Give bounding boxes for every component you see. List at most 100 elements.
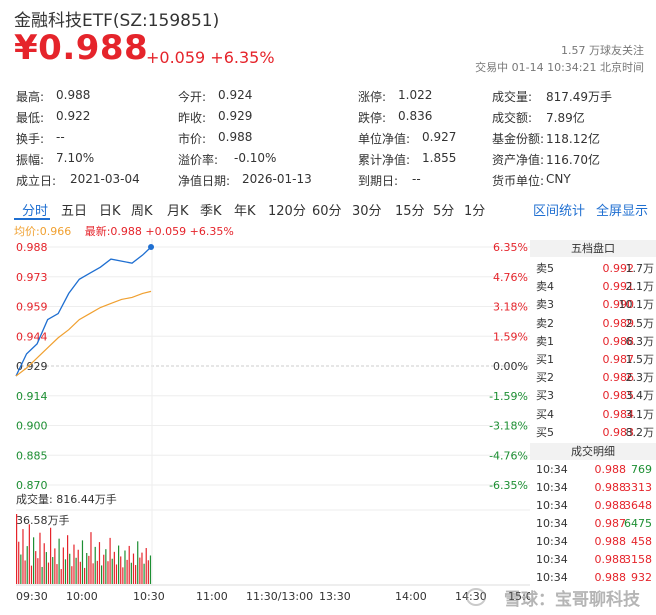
quote-value: -- (56, 130, 65, 144)
quote-label: 到期日: (358, 174, 399, 188)
stock-title: 金融科技ETF(SZ:159851) (14, 11, 220, 31)
y-tick-right: 6.35% (493, 241, 528, 254)
volume-bar (147, 560, 149, 584)
tab-0[interactable]: 分时 (22, 204, 49, 219)
volume-bar (69, 553, 71, 584)
x-tick-label: 13:30 (319, 590, 351, 603)
snowball-logo-icon (466, 588, 486, 606)
tab-6[interactable]: 年K (234, 204, 256, 219)
volume-bar (77, 549, 79, 584)
quote-label: 资产净值: (492, 153, 545, 167)
quote-value: 116.70亿 (546, 153, 600, 167)
volume-bar (132, 553, 135, 584)
volume-bar (22, 529, 24, 584)
volume-bar (128, 545, 130, 584)
tab-3[interactable]: 周K (131, 204, 153, 219)
order-qty: 8.2万 (625, 425, 655, 439)
volume-bar (39, 532, 41, 584)
order-qty: 10.1万 (618, 298, 655, 312)
order-price: 0.985 (602, 389, 635, 403)
x-tick-label: 10:30 (133, 590, 165, 603)
range-stats-link[interactable]: 区间统计 (533, 204, 586, 219)
tab-5[interactable]: 季K (200, 204, 222, 219)
quote-label: 净值日期: (178, 174, 231, 188)
tab-12[interactable]: 1分 (464, 204, 486, 219)
trade-time: 10:34 (536, 535, 568, 548)
volume-bar (45, 552, 47, 584)
tab-4[interactable]: 月K (167, 204, 189, 219)
order-qty: 6.3万 (625, 334, 655, 348)
volume-bar (79, 561, 81, 584)
volume-bar (20, 554, 22, 584)
trade-row: 10:34 0.988 932 (530, 569, 656, 587)
trade-time: 10:34 (536, 571, 568, 584)
fullscreen-link[interactable]: 全屏显示 (596, 204, 649, 219)
volume-bar (111, 558, 113, 584)
quote-label: 成交量: (492, 90, 533, 104)
volume-bar (43, 543, 45, 584)
order-price: 0.988 (602, 334, 635, 348)
watermark: 雪球：宝哥聊科技 (504, 590, 640, 610)
quote-label: 成交额: (492, 111, 533, 125)
volume-bar (135, 565, 137, 584)
volume-max-label: 36.58万手 (16, 513, 70, 527)
order-level: 卖3 (536, 298, 554, 312)
volume-bar (86, 552, 88, 584)
tab-7[interactable]: 120分 (268, 204, 306, 219)
quote-label: 市价: (178, 132, 207, 146)
volume-bar (47, 562, 50, 584)
bid-row: 买2 0.986 2.3万 (530, 369, 656, 387)
trade-qty: 932 (631, 571, 652, 584)
order-price: 0.992 (602, 262, 635, 275)
trade-price: 0.988 (594, 553, 627, 566)
order-price: 0.984 (602, 407, 635, 421)
bid-row: 买3 0.985 3.4万 (530, 387, 656, 405)
order-price: 0.990 (602, 298, 635, 312)
order-qty: 1.5万 (625, 353, 655, 366)
quote-label: 货币单位: (492, 174, 545, 188)
trade-row: 10:34 0.988 769 (530, 461, 656, 479)
order-price: 0.989 (602, 316, 635, 330)
quote-label: 涨停: (358, 90, 387, 104)
quote-value: 817.49万手 (546, 90, 612, 104)
quote-value: 2021-03-04 (70, 172, 140, 186)
period-tabs: 分时 五日 日K 周K 月K 季K 年K 120分 60分 30分 15分 5分 1分 区间统计 全屏显示 (12, 197, 656, 222)
y-tick-left: 0.914 (16, 390, 48, 403)
intraday-chart[interactable]: 0.9880.9730.9590.9440.9290.9140.9000.885… (0, 220, 530, 615)
y-tick-left: 0.885 (16, 449, 48, 462)
trade-row: 10:34 0.988 3648 (530, 497, 656, 515)
tab-9[interactable]: 30分 (352, 204, 382, 219)
volume-bar (56, 564, 58, 584)
tab-2[interactable]: 日K (99, 204, 121, 219)
trade-qty: 769 (631, 463, 652, 476)
trade-price: 0.988 (594, 499, 627, 512)
quote-label: 最低: (16, 111, 45, 125)
tab-11[interactable]: 5分 (433, 204, 455, 219)
y-tick-right: 3.18% (493, 301, 528, 314)
y-tick-right: -1.59% (489, 390, 528, 403)
volume-bar (101, 565, 103, 584)
latest-point-marker (148, 244, 155, 250)
volume-bar (84, 567, 86, 584)
y-tick-right: 4.76% (493, 271, 528, 284)
volume-bar (71, 566, 73, 584)
bid-row: 买1 0.987 1.5万 (530, 351, 656, 369)
chart-legend: 均价:0.966 最新:0.988 +0.059 +6.35% (14, 223, 234, 239)
tab-1[interactable]: 五日 (61, 204, 88, 219)
tab-8[interactable]: 60分 (312, 204, 342, 219)
quote-value: -- (412, 172, 421, 186)
volume-bar (107, 561, 109, 584)
tab-10[interactable]: 15分 (395, 204, 425, 219)
volume-bar (143, 563, 145, 584)
quote-value: -0.10% (234, 151, 277, 165)
order-qty: 2.3万 (625, 371, 655, 385)
trade-time: 10:34 (536, 499, 568, 512)
quote-value: 7.10% (56, 151, 95, 165)
x-tick-label: 14:00 (395, 590, 427, 603)
volume-bar (96, 560, 98, 584)
volume-bar (115, 564, 118, 584)
volume-bar (109, 537, 111, 584)
ask-row: 卖1 0.988 6.3万 (530, 333, 656, 351)
order-level: 买4 (536, 407, 554, 421)
volume-bar (33, 537, 35, 584)
